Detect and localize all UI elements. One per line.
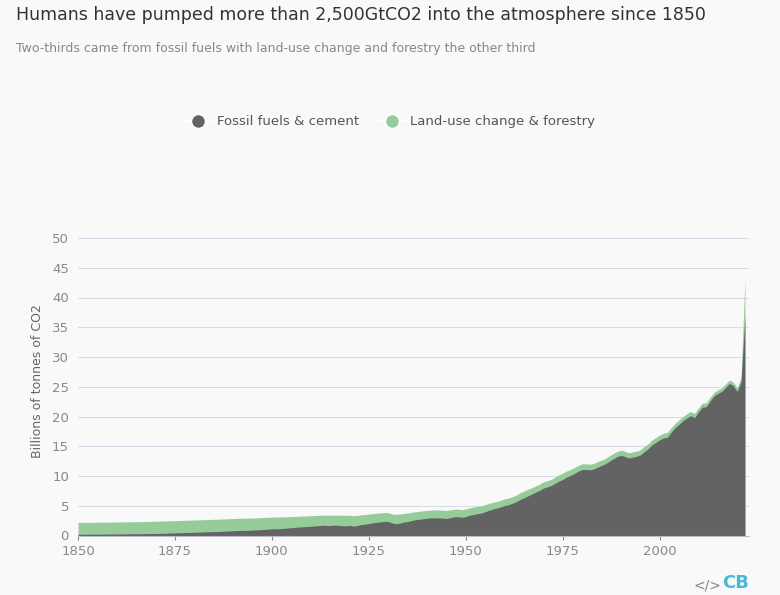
Text: Two-thirds came from fossil fuels with land-use change and forestry the other th: Two-thirds came from fossil fuels with l…	[16, 42, 535, 55]
Text: CB: CB	[722, 574, 749, 592]
Text: Humans have pumped more than 2,500GtCO2 into the atmosphere since 1850: Humans have pumped more than 2,500GtCO2 …	[16, 6, 705, 24]
Text: </>: </>	[693, 578, 722, 592]
Y-axis label: Billions of tonnes of CO2: Billions of tonnes of CO2	[30, 304, 44, 458]
Legend: Fossil fuels & cement, Land-use change & forestry: Fossil fuels & cement, Land-use change &…	[185, 115, 595, 128]
